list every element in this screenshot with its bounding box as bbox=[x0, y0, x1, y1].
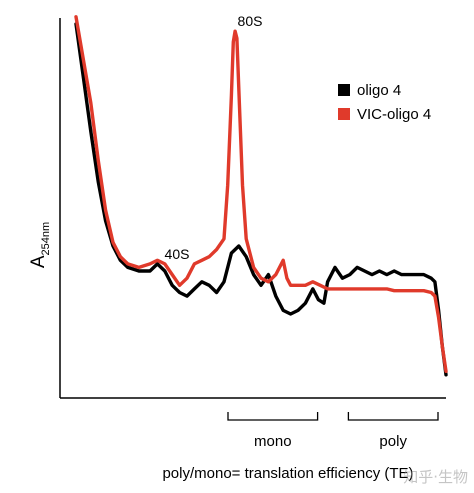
legend: oligo 4 VIC-oligo 4 bbox=[338, 82, 431, 123]
bracket-mono bbox=[227, 412, 319, 421]
legend-swatch-vic-oligo-4 bbox=[338, 108, 350, 120]
legend-label-oligo-4: oligo 4 bbox=[357, 82, 401, 99]
bracket-poly bbox=[347, 412, 439, 421]
series-line-vic-oligo-4 bbox=[74, 15, 448, 373]
legend-swatch-oligo-4 bbox=[338, 84, 350, 96]
bracket-label-mono: mono bbox=[254, 433, 292, 450]
svg-text:A254nm: A254nm bbox=[28, 222, 52, 268]
peak-label-80s: 80S bbox=[238, 13, 263, 29]
peak-label-40s: 40S bbox=[165, 246, 190, 262]
bracket-label-poly: poly bbox=[379, 433, 407, 450]
legend-label-vic-oligo-4: VIC-oligo 4 bbox=[357, 106, 431, 123]
y-axis-label-sub: 254nm bbox=[40, 222, 52, 256]
y-axis-label-main: A bbox=[28, 255, 49, 268]
x-axis-label: poly/mono= translation efficiency (TE) bbox=[162, 465, 413, 482]
watermark: 知乎·生物 bbox=[403, 468, 468, 486]
series-line-oligo-4 bbox=[74, 22, 448, 377]
y-axis-label: A254nm bbox=[28, 222, 52, 268]
